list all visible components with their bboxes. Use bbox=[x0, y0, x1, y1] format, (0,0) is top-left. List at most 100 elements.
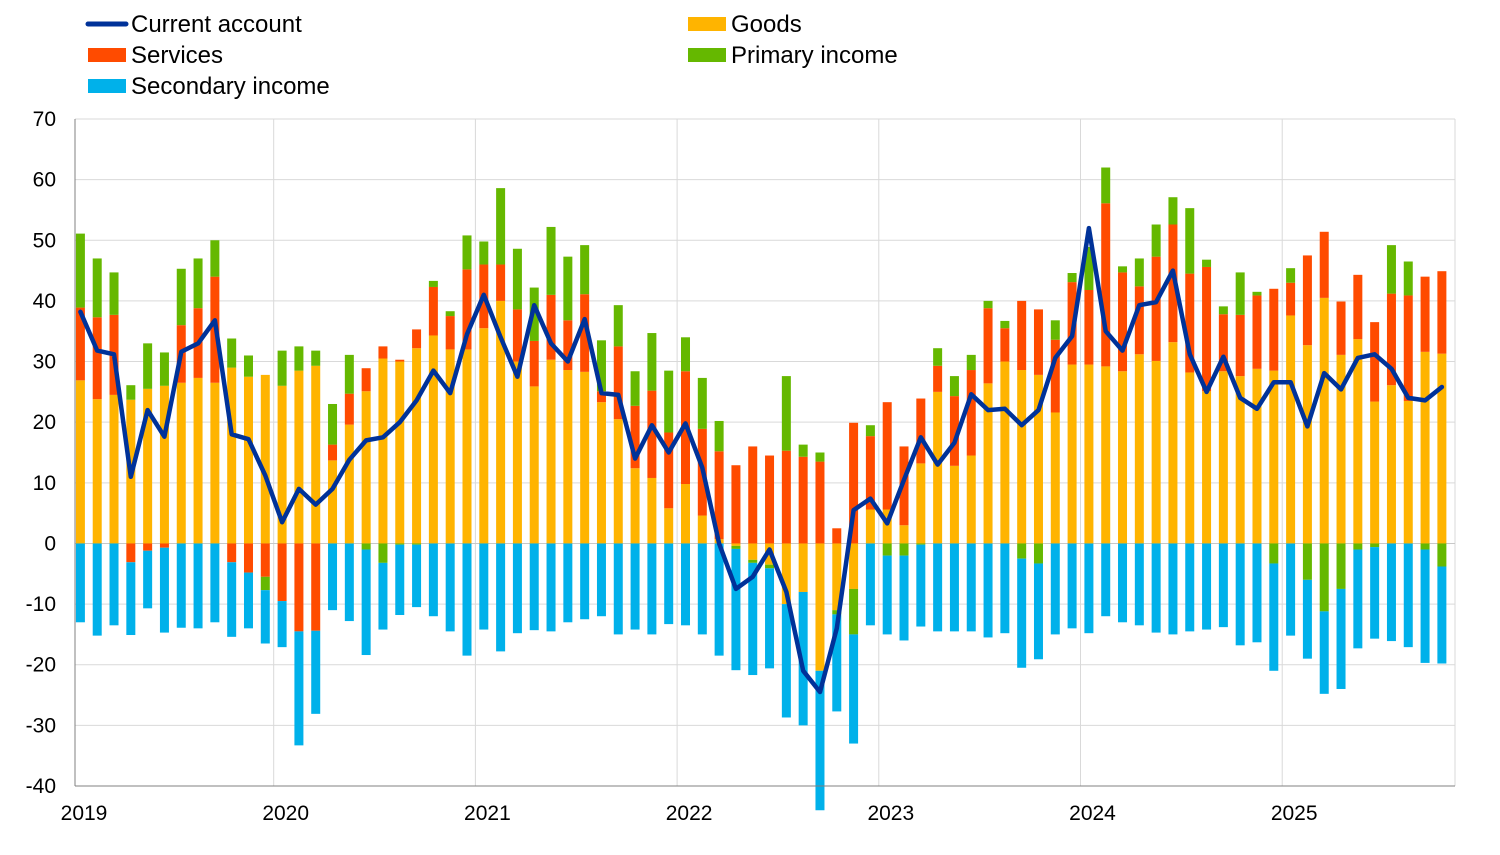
bar-goods bbox=[916, 463, 926, 544]
bar-services bbox=[748, 446, 758, 544]
bar-goods bbox=[445, 349, 455, 544]
bar-secondary-income bbox=[1151, 543, 1161, 633]
bar-goods bbox=[849, 543, 859, 589]
bar-secondary-income bbox=[1437, 566, 1447, 664]
bar-services bbox=[1000, 328, 1010, 362]
bar-secondary-income bbox=[260, 590, 270, 644]
bar-primary-income bbox=[277, 350, 287, 386]
legend-label-current-account: Current account bbox=[131, 11, 302, 38]
bar-secondary-income bbox=[1050, 543, 1060, 635]
bar-primary-income bbox=[647, 333, 657, 391]
bar-services bbox=[1017, 300, 1027, 371]
bar-goods bbox=[1403, 400, 1413, 544]
bar-primary-income bbox=[681, 337, 691, 372]
y-tick-label: 40 bbox=[33, 290, 56, 313]
bar-services bbox=[92, 317, 102, 400]
bar-primary-income bbox=[1386, 245, 1396, 294]
bar-primary-income bbox=[832, 610, 842, 615]
bar-primary-income bbox=[210, 240, 220, 277]
bar-services bbox=[294, 543, 304, 632]
bar-goods bbox=[1252, 368, 1262, 544]
bar-secondary-income bbox=[1202, 543, 1212, 630]
bar-primary-income bbox=[1437, 543, 1447, 567]
bar-secondary-income bbox=[529, 543, 539, 631]
bar-goods bbox=[815, 543, 825, 671]
bar-services bbox=[949, 396, 959, 466]
current-account-line-group bbox=[78, 225, 1445, 695]
bar-secondary-income bbox=[815, 670, 825, 811]
bar-services bbox=[378, 346, 388, 359]
bar-secondary-income bbox=[1370, 547, 1380, 639]
bar-services bbox=[966, 370, 976, 456]
bar-services bbox=[260, 543, 270, 577]
bar-services bbox=[1033, 309, 1043, 375]
bar-services bbox=[1420, 276, 1430, 352]
bar-goods bbox=[1134, 354, 1144, 544]
bar-primary-income bbox=[1235, 272, 1245, 315]
bar-secondary-income bbox=[1353, 549, 1363, 649]
x-tick-label: 2024 bbox=[1069, 802, 1116, 825]
bar-goods bbox=[647, 477, 657, 544]
bar-primary-income bbox=[1420, 543, 1430, 550]
bar-services bbox=[596, 391, 606, 403]
bar-secondary-income bbox=[378, 562, 388, 630]
bar-primary-income bbox=[1252, 291, 1262, 296]
bar-services bbox=[916, 398, 926, 464]
bar-secondary-income bbox=[748, 562, 758, 676]
bar-secondary-income bbox=[949, 543, 959, 632]
bar-primary-income bbox=[1134, 258, 1144, 287]
bar-services bbox=[613, 346, 623, 420]
bar-secondary-income bbox=[697, 543, 707, 635]
bar-secondary-income bbox=[1336, 588, 1346, 689]
bar-primary-income bbox=[1017, 543, 1027, 559]
bar-primary-income bbox=[1084, 246, 1094, 290]
bar-secondary-income bbox=[865, 543, 875, 626]
bar-primary-income bbox=[1168, 197, 1178, 225]
bar-primary-income bbox=[916, 543, 926, 545]
bar-secondary-income bbox=[1134, 543, 1144, 626]
bar-primary-income bbox=[109, 272, 119, 315]
bar-secondary-income bbox=[1101, 543, 1111, 617]
bar-goods bbox=[294, 370, 304, 544]
bar-goods bbox=[681, 484, 691, 544]
bar-goods bbox=[1353, 339, 1363, 544]
bar-secondary-income bbox=[75, 543, 85, 623]
legend-swatch-services bbox=[88, 48, 126, 62]
bar-secondary-income bbox=[580, 543, 590, 620]
bar-primary-income bbox=[815, 452, 825, 462]
bar-goods bbox=[1286, 315, 1296, 544]
legend: Current account Goods Services Primary inco… bbox=[85, 11, 898, 100]
bar-primary-income bbox=[428, 280, 438, 287]
bar-services bbox=[1235, 314, 1245, 377]
bar-services bbox=[243, 543, 253, 573]
bar-goods bbox=[865, 509, 875, 544]
bar-services bbox=[1386, 293, 1396, 386]
bar-secondary-income bbox=[92, 543, 102, 636]
bar-secondary-income bbox=[412, 544, 422, 608]
bar-primary-income bbox=[781, 376, 791, 451]
bar-goods bbox=[1386, 385, 1396, 544]
bar-secondary-income bbox=[1218, 543, 1228, 628]
bar-primary-income bbox=[1000, 320, 1010, 329]
bar-secondary-income bbox=[328, 543, 338, 611]
bar-services bbox=[445, 316, 455, 350]
bar-goods bbox=[613, 419, 623, 544]
bar-goods bbox=[193, 377, 203, 544]
bar-secondary-income bbox=[176, 543, 186, 628]
bar-primary-income bbox=[159, 352, 169, 386]
bar-secondary-income bbox=[1000, 543, 1010, 634]
bar-services bbox=[1084, 289, 1094, 365]
bar-primary-income bbox=[1336, 543, 1346, 589]
bar-goods bbox=[1067, 364, 1077, 544]
bar-services bbox=[1286, 282, 1296, 316]
bar-services bbox=[344, 393, 354, 425]
bar-goods bbox=[1202, 391, 1212, 544]
bar-primary-income bbox=[949, 376, 959, 397]
bar-services bbox=[781, 450, 791, 544]
bar-secondary-income bbox=[983, 543, 993, 638]
bar-secondary-income bbox=[714, 543, 724, 656]
y-tick-label: -10 bbox=[26, 593, 56, 616]
bar-primary-income bbox=[1403, 261, 1413, 296]
bar-secondary-income bbox=[1033, 563, 1043, 660]
bar-goods bbox=[243, 376, 253, 544]
